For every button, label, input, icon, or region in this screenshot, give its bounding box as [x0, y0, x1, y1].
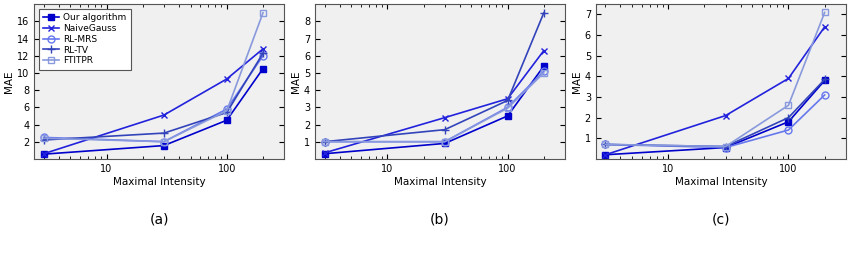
NaiveGauss — [222, 77, 232, 81]
X-axis label: Maximal Intensity: Maximal Intensity — [394, 176, 486, 187]
FTITPR — [222, 109, 232, 112]
X-axis label: Maximal Intensity: Maximal Intensity — [675, 176, 768, 187]
RL-TV — [159, 131, 169, 135]
FTITPR — [159, 140, 169, 143]
RL-TV — [258, 52, 268, 55]
Title: (c): (c) — [711, 213, 730, 227]
Title: (a): (a) — [150, 213, 169, 227]
RL-MRS — [222, 107, 232, 111]
RL-MRS — [258, 54, 268, 57]
Line: RL-TV: RL-TV — [40, 49, 267, 144]
NaiveGauss — [258, 47, 268, 50]
Line: RL-MRS: RL-MRS — [40, 52, 267, 145]
FTITPR — [38, 137, 48, 140]
RL-TV — [38, 138, 48, 142]
Our algorithm — [258, 67, 268, 70]
FTITPR — [258, 11, 268, 14]
Legend: Our algorithm, NaiveGauss, RL-MRS, RL-TV, FTITPR: Our algorithm, NaiveGauss, RL-MRS, RL-TV… — [39, 9, 131, 70]
RL-MRS — [38, 136, 48, 139]
RL-MRS — [159, 140, 169, 143]
Line: NaiveGauss: NaiveGauss — [40, 45, 267, 157]
Our algorithm — [159, 144, 169, 147]
X-axis label: Maximal Intensity: Maximal Intensity — [113, 176, 206, 187]
Our algorithm — [222, 119, 232, 122]
Line: Our algorithm: Our algorithm — [41, 65, 266, 157]
Title: (b): (b) — [430, 213, 450, 227]
Y-axis label: MAE: MAE — [4, 70, 14, 93]
NaiveGauss — [38, 152, 48, 155]
Y-axis label: MAE: MAE — [291, 70, 301, 93]
Y-axis label: MAE: MAE — [572, 70, 582, 93]
NaiveGauss — [159, 113, 169, 117]
Line: FTITPR: FTITPR — [41, 10, 266, 145]
RL-TV — [222, 111, 232, 114]
Our algorithm — [38, 153, 48, 156]
